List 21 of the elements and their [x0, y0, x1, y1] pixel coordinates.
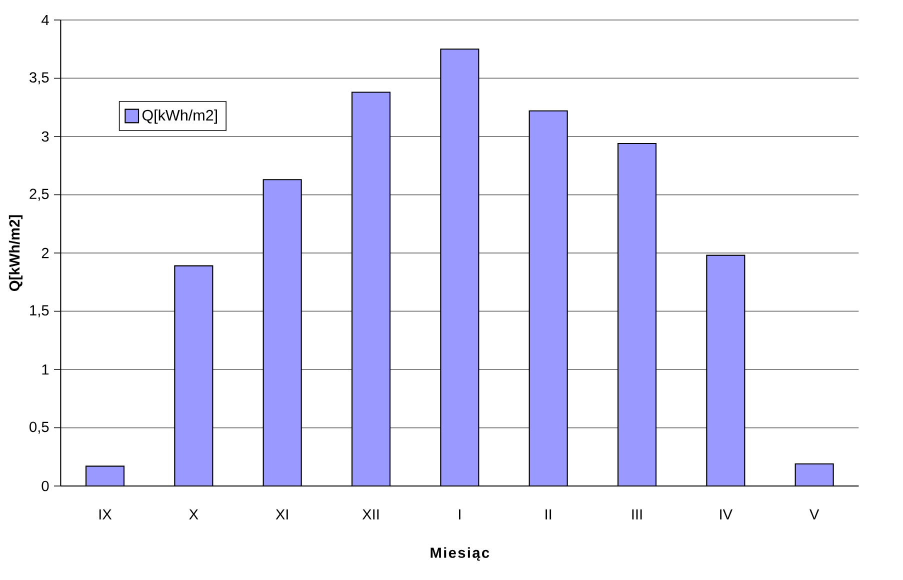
x-tick-label: III [632, 509, 642, 520]
x-tick-label: II [546, 509, 552, 520]
x-tick-label: XII [362, 509, 379, 520]
x-tick-label: I [458, 509, 460, 520]
y-tick-label: 4 [42, 14, 49, 26]
y-axis-title: Q[kWh/m2] [8, 215, 23, 291]
x-tick-label: IX [99, 509, 112, 520]
x-tick-label: XI [276, 509, 288, 520]
y-tick-label: 0,5 [30, 422, 49, 434]
y-tick-label: 3 [42, 131, 49, 142]
x-axis-title: Miesiąc [430, 547, 490, 561]
x-tick-label: IV [720, 509, 732, 520]
y-tick-label: 2 [42, 248, 49, 258]
legend-label: Q[kWh/m2] [142, 109, 217, 124]
x-tick-label: V [810, 509, 820, 520]
y-tick-label: 1 [42, 364, 49, 375]
y-tick-label: 0 [42, 480, 49, 492]
y-tick-label: 1,5 [30, 305, 49, 318]
y-tick-label: 2,5 [30, 188, 49, 201]
x-tick-label: X [189, 509, 198, 520]
y-tick-label: 3,5 [30, 72, 49, 84]
